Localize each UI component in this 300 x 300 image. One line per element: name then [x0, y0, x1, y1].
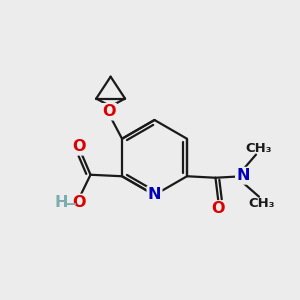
Text: N: N [148, 187, 161, 202]
Text: O: O [102, 104, 116, 119]
Text: −: − [64, 197, 77, 212]
Text: CH₃: CH₃ [249, 197, 275, 210]
Text: O: O [72, 139, 85, 154]
Text: N: N [236, 168, 250, 183]
Text: CH₃: CH₃ [246, 142, 272, 154]
Text: O: O [212, 202, 225, 217]
Text: O: O [72, 195, 85, 210]
Text: H: H [55, 195, 68, 210]
Text: N: N [236, 168, 250, 183]
